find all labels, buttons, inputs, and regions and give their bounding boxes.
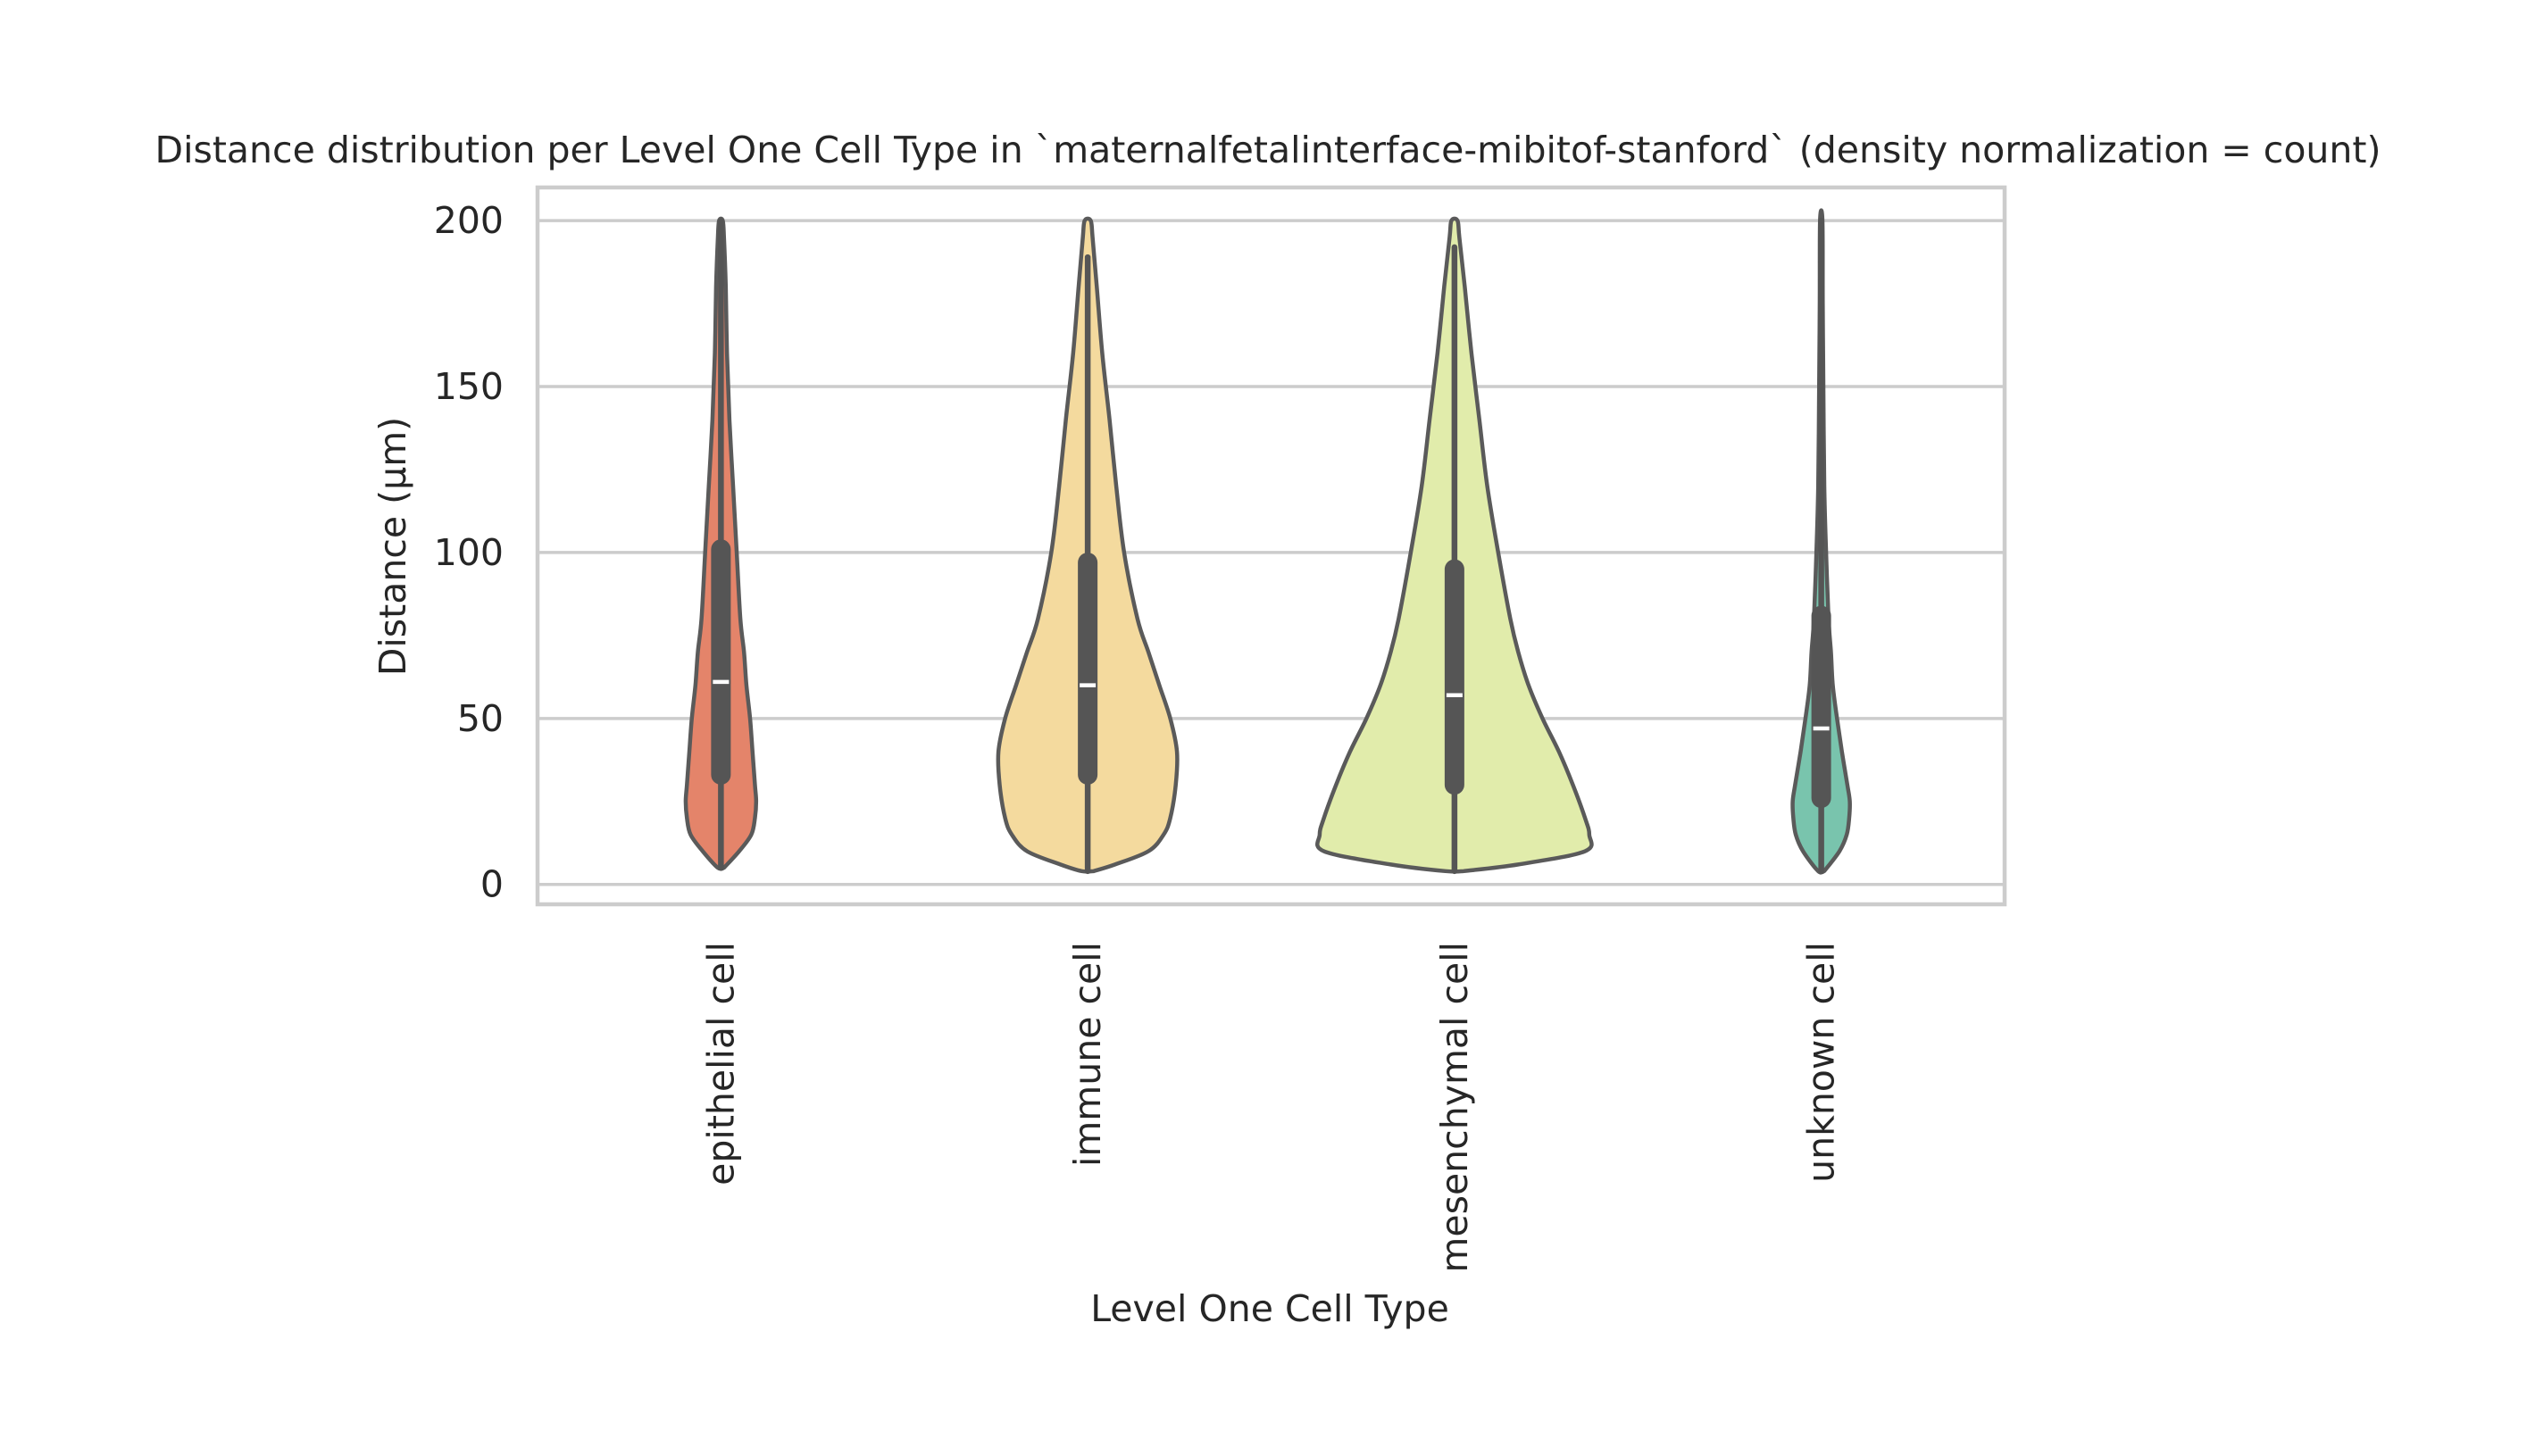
plot-frame — [535, 185, 2007, 907]
x-axis-label: Level One Cell Type — [1090, 1287, 1449, 1330]
y-tick-label: 0 — [480, 863, 504, 906]
y-tick-label: 200 — [434, 199, 504, 242]
x-tick-label: epithelial cell — [699, 942, 742, 1186]
chart-title: Distance distribution per Level One Cell… — [155, 129, 2381, 171]
gridlines — [538, 219, 2005, 886]
y-tick-label: 100 — [434, 531, 504, 574]
violin-mesenchymal-cell — [1315, 216, 1594, 875]
y-tick-label: 50 — [457, 697, 504, 740]
x-tick-label: immune cell — [1066, 942, 1109, 1167]
y-axis-label: Distance (µm) — [371, 417, 414, 676]
violin-unknown-cell — [1790, 208, 1852, 875]
x-tick-labels: epithelial cell immune cell mesenchymal ce… — [699, 942, 1842, 1273]
violins — [683, 208, 1852, 875]
x-tick-label: mesenchymal cell — [1433, 942, 1476, 1273]
x-tick-label: unknown cell — [1800, 942, 1843, 1183]
y-tick-labels: 0 50 100 150 200 — [434, 199, 504, 906]
violin-immune-cell — [996, 216, 1180, 875]
violin-epithelial-cell — [683, 216, 759, 871]
y-tick-label: 150 — [434, 365, 504, 408]
